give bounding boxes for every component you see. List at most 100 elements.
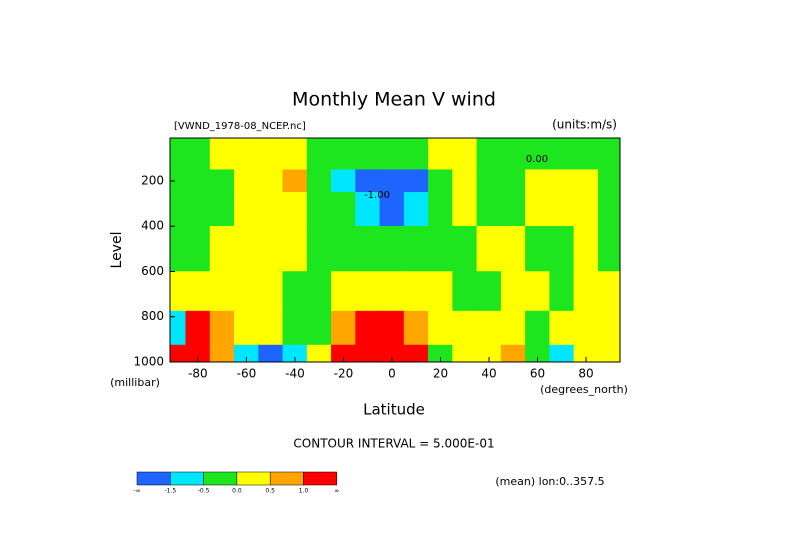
field-cell (379, 169, 405, 193)
contour-interval: CONTOUR INTERVAL = 5.000E-01 (293, 437, 494, 451)
field-cell (597, 192, 621, 227)
colorbar-swatch (203, 471, 238, 486)
field-cell (185, 192, 211, 227)
field-cell (549, 192, 575, 227)
field-cell (379, 225, 405, 272)
field-cell (306, 310, 332, 346)
field-cell (476, 169, 502, 193)
field-cell (452, 137, 478, 149)
field-cell (573, 225, 599, 272)
colorbar-label: -1.5 (164, 488, 176, 495)
field-cell (355, 271, 381, 312)
field-cell (258, 310, 284, 346)
field-cell (597, 344, 621, 363)
footnote: (mean) lon:0..357.5 (495, 475, 604, 488)
x-unit: (degrees_north) (540, 383, 628, 396)
field-cell (573, 137, 599, 149)
field-cell (209, 344, 235, 363)
field-cell (500, 137, 526, 149)
field-cell (331, 137, 356, 149)
field-cell (452, 192, 478, 227)
field-cell (185, 169, 211, 193)
colorbar-label: -0.5 (198, 488, 210, 495)
field-cell (185, 310, 211, 346)
field-cell (597, 137, 621, 149)
field-cell (282, 310, 308, 346)
x-tick-label: -40 (285, 367, 305, 381)
field-cell (234, 310, 259, 346)
x-tick-label: 20 (433, 367, 448, 381)
field-cell (306, 344, 332, 363)
x-tick-label: -80 (188, 367, 208, 381)
field (169, 137, 621, 363)
field-cell (169, 192, 187, 227)
field-cell (452, 225, 478, 272)
y-tick-label: 400 (141, 219, 164, 233)
field-cell (258, 344, 284, 363)
field-cell (476, 225, 502, 272)
y-tick-label: 600 (141, 264, 164, 278)
field-cell (500, 310, 526, 346)
colorbar-swatch (136, 471, 171, 486)
field-cell (573, 271, 599, 312)
field-cell (525, 137, 550, 149)
field-cell (476, 192, 502, 227)
field-cell (209, 271, 235, 312)
field-cell (500, 147, 526, 170)
field-cell (258, 147, 284, 170)
field-cell (403, 147, 429, 170)
field-cell (282, 169, 308, 193)
field-cell (549, 271, 575, 312)
field-cell (209, 137, 235, 149)
field-cell (169, 225, 187, 272)
field-cell (597, 310, 621, 346)
field-cell (403, 344, 429, 363)
plot-frame (169, 137, 621, 363)
field-cell (452, 169, 478, 193)
field-cell (306, 147, 332, 170)
field-cell (355, 310, 381, 346)
field-cell (306, 169, 332, 193)
field-cell (428, 147, 453, 170)
field-cell (331, 225, 356, 272)
colorbar-swatch (303, 471, 338, 486)
field-cell (258, 169, 284, 193)
field-cell (234, 225, 259, 272)
field-cell (573, 169, 599, 193)
field-cell (403, 192, 429, 227)
field-cell (282, 137, 308, 149)
field-cell (403, 310, 429, 346)
field-cell (169, 147, 187, 170)
field-cell (234, 137, 259, 149)
field-cell (452, 147, 478, 170)
field-cell (306, 137, 332, 149)
field-cell (331, 271, 356, 312)
field-cell (185, 137, 211, 149)
field-cell (525, 225, 550, 272)
field-cell (234, 271, 259, 312)
field-cell (282, 271, 308, 312)
field-cell (573, 192, 599, 227)
field-cell (525, 310, 550, 346)
field-cell (549, 225, 575, 272)
field-cell (597, 225, 621, 272)
field-cell (234, 192, 259, 227)
field-cell (258, 137, 284, 149)
field-cell (549, 147, 575, 170)
field-cell (379, 137, 405, 149)
field-cell (452, 344, 478, 363)
colorbar-label: ∞ (334, 488, 339, 495)
field-cell (549, 344, 575, 363)
units: (units:m/s) (552, 118, 617, 132)
field-cell (331, 169, 356, 193)
field-cell (428, 137, 453, 149)
field-cell (355, 344, 381, 363)
field-cell (282, 147, 308, 170)
x-tick-label: 60 (530, 367, 545, 381)
field-cell (476, 137, 502, 149)
field-cell (549, 169, 575, 193)
x-tick-label: 0 (388, 367, 396, 381)
field-cell (428, 169, 453, 193)
field-cell (549, 137, 575, 149)
